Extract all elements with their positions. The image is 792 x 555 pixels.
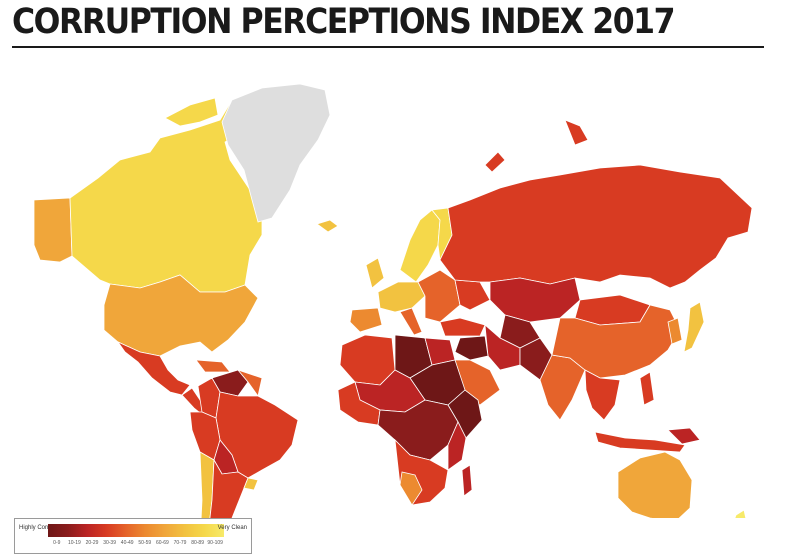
region-greenland[interactable] [221, 83, 331, 223]
legend-tick-50-59: 50-59 [138, 540, 152, 546]
region-korea[interactable] [667, 317, 683, 345]
region-uruguay[interactable] [243, 477, 259, 491]
region-new-zealand[interactable] [730, 509, 748, 518]
legend-tick-40-49: 40-49 [120, 540, 134, 546]
region-australia[interactable] [617, 451, 693, 518]
page-title: CORRUPTION PERCEPTIONS INDEX 2017 [12, 2, 676, 42]
region-russian-arctic-islands[interactable] [484, 151, 506, 173]
region-indonesia[interactable] [594, 431, 686, 453]
legend-tick-0-9: 0-9 [53, 540, 61, 546]
region-italy[interactable] [399, 307, 423, 336]
region-philippines[interactable] [639, 371, 655, 406]
region-russia[interactable] [439, 164, 753, 289]
region-iraq-syria[interactable] [454, 335, 489, 361]
region-turkey[interactable] [439, 317, 486, 337]
region-argentina[interactable] [208, 458, 249, 518]
region-kazakhstan[interactable] [489, 277, 581, 323]
region-ukraine[interactable] [454, 279, 491, 311]
region-canada-islands[interactable] [164, 97, 219, 127]
legend-color-bar [48, 524, 224, 537]
legend-tick-70-79: 70-79 [173, 540, 187, 546]
region-iceland[interactable] [316, 219, 339, 233]
region-mongolia[interactable] [574, 294, 651, 326]
legend-tick-labels: 0-9 10-19 20-29 30-39 40-49 50-59 60-69 70-79 80… [48, 540, 224, 548]
region-madagascar[interactable] [461, 464, 473, 497]
world-map [33, 83, 753, 518]
region-scandinavia[interactable] [399, 209, 441, 283]
region-caribbean[interactable] [195, 359, 231, 373]
region-botswana-namibia[interactable] [399, 471, 423, 506]
title-rule [12, 46, 764, 48]
region-east-africa[interactable] [447, 421, 467, 471]
legend-tick-90-109: 90-109 [207, 540, 223, 546]
region-mexico[interactable] [116, 341, 191, 396]
legend-tick-80-89: 80-89 [191, 540, 204, 546]
region-japan[interactable] [683, 301, 705, 353]
region-western-europe[interactable] [377, 281, 426, 313]
legend-low-label: Highly Corrupt [19, 525, 58, 531]
region-peru[interactable] [189, 411, 221, 461]
region-uk[interactable] [365, 257, 385, 289]
region-iberia[interactable] [349, 307, 383, 333]
region-eastern-europe[interactable] [417, 269, 461, 323]
legend-tick-20-29: 20-29 [85, 540, 99, 546]
region-novaya-zemlya[interactable] [564, 119, 589, 146]
legend-tick-60-69: 60-69 [155, 540, 169, 546]
legend-tick-30-39: 30-39 [103, 540, 116, 546]
region-north-africa-west[interactable] [339, 334, 396, 386]
color-legend: Highly Corrupt 0-9 10-19 20-29 30-39 40-49 50… [14, 518, 252, 554]
region-papua[interactable] [667, 427, 701, 445]
region-southeast-asia[interactable] [584, 369, 621, 421]
region-alaska[interactable] [33, 197, 73, 263]
legend-high-label: Very Clean [217, 525, 247, 531]
legend-tick-10-19: 10-19 [67, 540, 81, 546]
